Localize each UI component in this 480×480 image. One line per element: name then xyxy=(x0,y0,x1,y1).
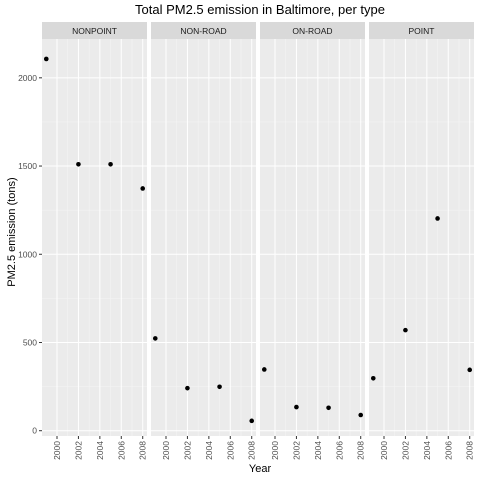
facet-panel-nonpoint: NONPOINT 2000 2002 2004 2006 2008 xyxy=(42,22,148,460)
x-tick-label: 2000 xyxy=(379,441,389,460)
x-tick-label: 2002 xyxy=(400,441,410,460)
panel-background xyxy=(151,39,256,436)
data-point xyxy=(249,419,254,424)
x-tick-label: 2008 xyxy=(247,441,257,460)
data-point xyxy=(108,162,113,167)
x-tick-label: 2000 xyxy=(161,441,171,460)
data-point xyxy=(371,376,376,381)
chart-title: Total PM2.5 emission in Baltimore, per t… xyxy=(135,2,385,17)
data-point xyxy=(294,405,299,410)
facet-panels: NONPOINT 2000 2002 2004 2006 2008 NON-ROAD 2000… xyxy=(42,22,475,460)
x-tick-label: 2006 xyxy=(116,441,126,460)
facet-strip-label: POINT xyxy=(409,26,435,36)
y-tick-label: 500 xyxy=(23,337,37,347)
panel-background xyxy=(369,39,474,436)
x-tick-label: 2006 xyxy=(225,441,235,460)
x-axis-title: Year xyxy=(249,463,272,475)
x-tick-label: 2004 xyxy=(313,441,323,460)
y-axis-title: PM2.5 emission (tons) xyxy=(6,177,18,286)
data-point xyxy=(262,367,267,372)
data-point xyxy=(217,384,222,389)
x-tick-label: 2008 xyxy=(138,441,148,460)
data-point xyxy=(435,216,440,221)
data-point xyxy=(326,405,331,410)
x-tick-label: 2006 xyxy=(443,441,453,460)
data-point xyxy=(140,186,145,191)
x-tick-label: 2006 xyxy=(334,441,344,460)
x-tick-label: 2004 xyxy=(422,441,432,460)
x-tick-label: 2002 xyxy=(182,441,192,460)
x-tick-label: 2000 xyxy=(52,441,62,460)
x-tick-label: 2004 xyxy=(204,441,214,460)
facet-panel-point: POINT 2000 2002 2004 2006 2008 xyxy=(369,22,475,460)
x-tick-label: 2004 xyxy=(95,441,105,460)
data-point xyxy=(153,336,158,341)
facet-panel-non-road: NON-ROAD 2000 2002 2004 2006 2008 xyxy=(151,22,257,460)
x-tick-label: 2002 xyxy=(73,441,83,460)
panel-background xyxy=(260,39,365,436)
y-tick-label: 2000 xyxy=(18,73,37,83)
facet-strip-label: NON-ROAD xyxy=(180,26,226,36)
facet-strip-label: NONPOINT xyxy=(72,26,117,36)
y-axis: 0 500 1000 1500 2000 xyxy=(18,73,42,436)
data-point xyxy=(403,328,408,333)
facet-strip-label: ON-ROAD xyxy=(292,26,332,36)
data-point xyxy=(467,368,472,373)
data-point xyxy=(76,162,81,167)
x-tick-label: 2002 xyxy=(291,441,301,460)
y-tick-label: 1500 xyxy=(18,161,37,171)
x-tick-label: 2000 xyxy=(270,441,280,460)
x-tick-label: 2008 xyxy=(356,441,366,460)
data-point xyxy=(185,386,190,391)
y-tick-label: 0 xyxy=(32,426,37,436)
x-tick-label: 2008 xyxy=(465,441,475,460)
panel-background xyxy=(42,39,147,436)
y-tick-label: 1000 xyxy=(18,249,37,259)
facet-panel-on-road: ON-ROAD 2000 2002 2004 2006 2008 xyxy=(260,22,366,460)
data-point xyxy=(44,57,49,62)
data-point xyxy=(358,413,363,418)
